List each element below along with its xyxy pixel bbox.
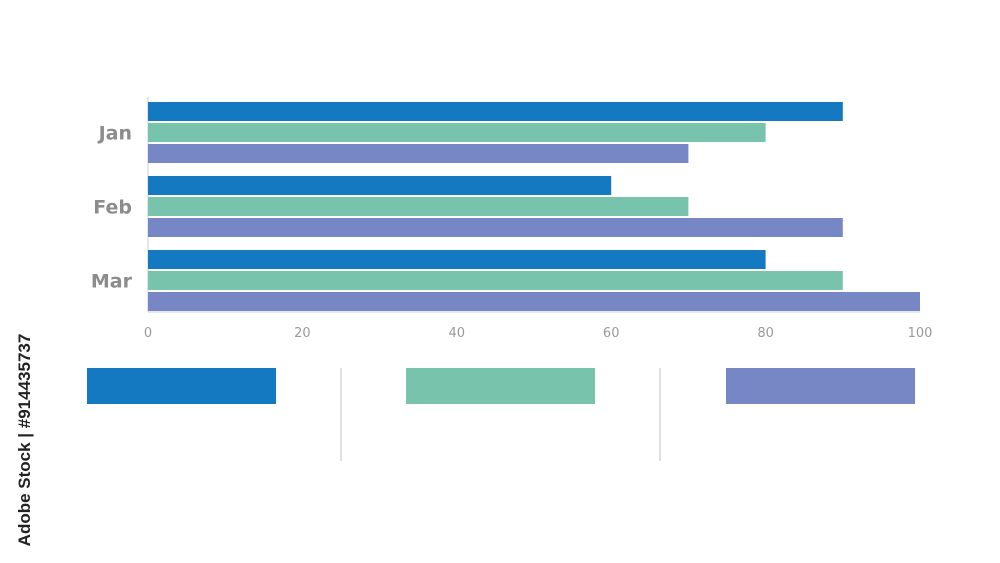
bar-feb-series-2 (148, 197, 689, 216)
bar-mar-series-3 (148, 292, 920, 311)
x-tick-label-0: 0 (144, 326, 152, 341)
bar-jan-series-2 (148, 123, 766, 142)
watermark-text: Adobe Stock | #914435737 (15, 333, 34, 547)
category-label-jan: Jan (97, 123, 132, 145)
x-tick-label-20: 20 (294, 326, 311, 341)
x-tick-label-80: 80 (757, 326, 774, 341)
x-tick-label-40: 40 (449, 326, 466, 341)
x-tick-label-100: 100 (908, 326, 933, 341)
bar-feb-series-3 (148, 218, 843, 237)
bar-feb-series-1 (148, 176, 612, 195)
category-label-feb: Feb (93, 197, 132, 219)
legend-swatch-series-1 (87, 368, 276, 404)
stock-watermark: Adobe Stock | #914435737 (14, 330, 36, 550)
category-label-mar: Mar (91, 271, 133, 293)
legend-swatch-series-2 (406, 368, 595, 404)
bar-jan-series-3 (148, 144, 689, 163)
bar-jan-series-1 (148, 102, 843, 121)
bar-mar-series-1 (148, 250, 766, 269)
legend-swatch-series-3 (726, 368, 915, 404)
x-tick-label-60: 60 (603, 326, 620, 341)
bar-mar-series-2 (148, 271, 843, 290)
